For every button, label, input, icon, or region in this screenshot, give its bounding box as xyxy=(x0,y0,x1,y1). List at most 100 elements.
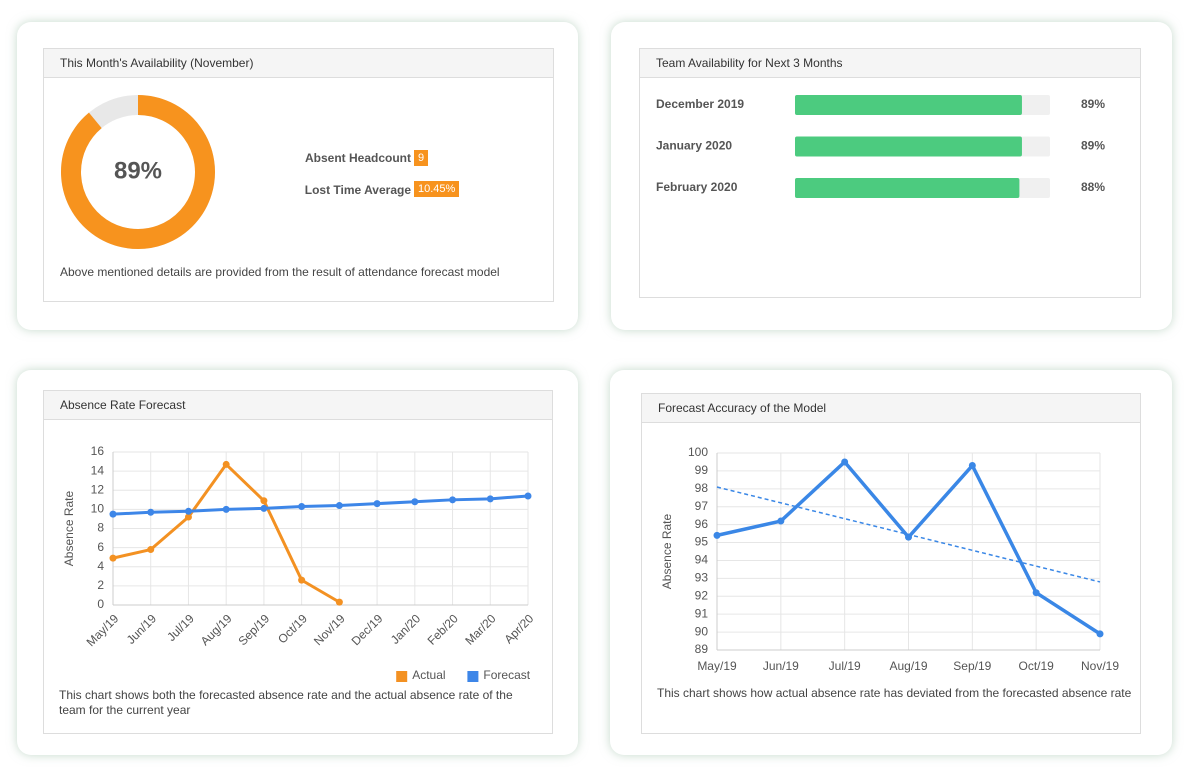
x-tick-label: Dec/19 xyxy=(349,611,386,648)
y-tick-label: 2 xyxy=(97,578,104,592)
legend-swatch xyxy=(396,671,408,682)
x-tick-label: Oct/19 xyxy=(275,611,310,646)
y-tick-label: 0 xyxy=(97,597,104,611)
x-tick-label: Feb/20 xyxy=(425,611,462,648)
y-axis-title: Absence Rate xyxy=(660,513,674,589)
bar-value: 89% xyxy=(1081,139,1105,153)
y-tick-label: 90 xyxy=(695,624,709,638)
point xyxy=(373,500,381,508)
y-tick-label: 100 xyxy=(688,445,708,459)
x-tick-label: May/19 xyxy=(84,611,122,649)
point xyxy=(486,495,494,503)
point xyxy=(1096,630,1104,638)
x-tick-label: Nov/19 xyxy=(311,611,348,648)
y-tick-label: 99 xyxy=(695,463,709,477)
y-tick-label: 96 xyxy=(695,517,709,531)
y-tick-label: 6 xyxy=(97,540,104,554)
legend-swatch xyxy=(467,671,479,682)
x-tick-label: Jun/19 xyxy=(763,659,799,673)
point xyxy=(841,458,849,466)
y-tick-label: 8 xyxy=(97,521,104,535)
y-tick-label: 95 xyxy=(695,535,709,549)
note: Above mentioned details are provided fro… xyxy=(60,265,500,279)
x-tick-label: Oct/19 xyxy=(1018,659,1054,673)
x-tick-label: Sep/19 xyxy=(953,659,991,673)
point xyxy=(449,496,457,504)
point xyxy=(713,531,721,539)
y-tick-label: 97 xyxy=(695,499,709,513)
y-tick-label: 92 xyxy=(695,588,709,602)
point xyxy=(222,505,230,513)
x-tick-label: Nov/19 xyxy=(1081,659,1119,673)
bar-label: December 2019 xyxy=(656,97,744,111)
x-tick-label: Aug/19 xyxy=(198,611,235,648)
bar xyxy=(795,136,1022,157)
bar-value: 89% xyxy=(1081,97,1105,111)
point xyxy=(335,598,343,606)
point xyxy=(109,554,117,562)
y-tick-label: 14 xyxy=(91,463,105,477)
panel-title: Forecast Accuracy of the Model xyxy=(642,394,1140,423)
panel: Team Availability for Next 3 Months xyxy=(639,48,1141,298)
point xyxy=(1032,589,1040,597)
y-tick-label: 93 xyxy=(695,571,709,585)
bar-label: February 2020 xyxy=(656,180,738,194)
point xyxy=(524,492,532,500)
point xyxy=(260,497,268,505)
point xyxy=(147,546,155,554)
y-tick-label: 89 xyxy=(695,642,709,656)
point xyxy=(905,533,912,541)
y-tick-label: 98 xyxy=(695,481,709,495)
series-line xyxy=(112,494,529,516)
panel-title: This Month's Availability (November) xyxy=(44,49,553,78)
stat-label: Absent Headcount xyxy=(304,151,411,165)
y-tick-label: 12 xyxy=(91,482,105,496)
bar xyxy=(795,95,1022,115)
panel-title: Absence Rate Forecast xyxy=(44,391,552,420)
y-axis-title: Absence Rate xyxy=(62,490,76,566)
note: This chart shows both the forecasted abs… xyxy=(59,688,513,717)
x-tick-label: Jul/19 xyxy=(829,659,861,673)
x-tick-label: Sep/19 xyxy=(235,611,272,648)
point xyxy=(147,508,155,516)
point xyxy=(260,504,268,512)
x-tick-label: Apr/20 xyxy=(501,611,536,646)
point xyxy=(184,513,192,521)
legend-label: Actual xyxy=(412,668,445,682)
x-tick-label: May/19 xyxy=(697,659,737,673)
point xyxy=(222,460,230,468)
point xyxy=(184,507,192,515)
x-tick-label: Mar/20 xyxy=(462,611,499,648)
panel: Forecast Accuracy of the Model xyxy=(641,393,1141,734)
x-tick-label: Jul/19 xyxy=(164,611,197,644)
x-tick-label: Aug/19 xyxy=(889,659,927,673)
point xyxy=(335,502,343,510)
donut-label: 89% xyxy=(114,157,162,184)
point xyxy=(411,498,419,506)
bar-value: 88% xyxy=(1081,180,1105,194)
bar-label: January 2020 xyxy=(656,139,732,153)
y-tick-label: 10 xyxy=(91,502,105,516)
point xyxy=(298,503,306,511)
panel-title: Team Availability for Next 3 Months xyxy=(640,49,1140,78)
point xyxy=(968,462,976,470)
y-tick-label: 91 xyxy=(695,606,709,620)
y-tick-label: 4 xyxy=(97,559,104,573)
stat-badge: 9 xyxy=(414,150,429,166)
donut-arc xyxy=(61,95,215,249)
legend-label: Forecast xyxy=(483,668,530,682)
stat-badge: 10.45% xyxy=(414,181,460,197)
stat-label: Lost Time Average xyxy=(304,183,411,197)
point xyxy=(109,510,117,518)
bar xyxy=(795,178,1020,198)
y-tick-label: 94 xyxy=(695,553,709,567)
x-tick-label: Jan/20 xyxy=(388,611,424,647)
point xyxy=(298,576,306,584)
y-tick-label: 16 xyxy=(91,444,105,458)
panel: This Month's Availability (November) xyxy=(43,48,554,302)
note: This chart shows how actual absence rate… xyxy=(657,686,1132,700)
x-tick-label: Jun/19 xyxy=(124,611,160,647)
point xyxy=(777,517,785,525)
